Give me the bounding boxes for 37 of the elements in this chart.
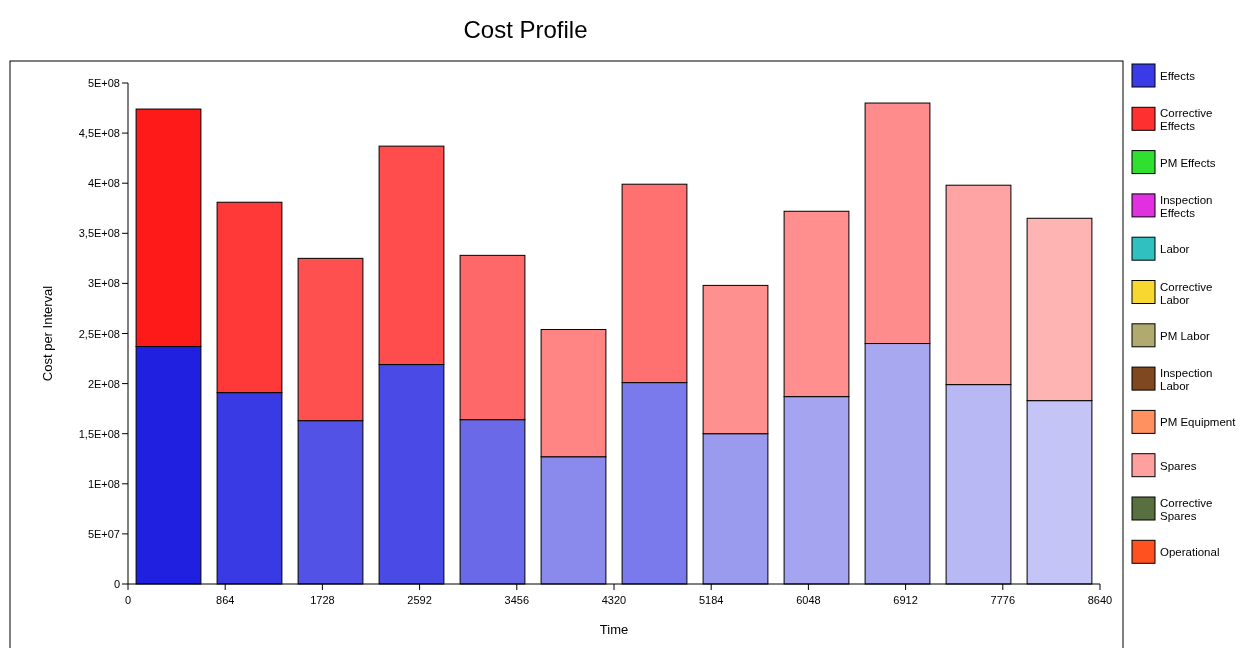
chart-title: Cost Profile [463,16,588,43]
y-tick-label: 1,5E+08 [78,427,120,440]
x-tick-label: 3456 [504,594,530,606]
x-tick-label: 5184 [698,594,724,606]
y-tick-label: 1E+08 [87,477,120,490]
x-tick-label: 7776 [990,594,1016,606]
legend-label: Inspection Labor [1160,367,1213,393]
y-tick-label: 3E+08 [87,277,120,290]
x-axis-title: Time [599,622,629,637]
x-tick-label: 8640 [1087,594,1113,606]
legend-label: Effects [1160,70,1196,82]
legend-label: PM Labor [1160,329,1211,342]
y-tick-label: 5E+08 [87,77,120,89]
x-tick-label: 1728 [310,594,335,606]
y-tick-label: 4E+08 [87,177,120,190]
legend-label: Corrective Spares [1160,497,1213,522]
x-tick-label: 4320 [601,594,627,606]
y-tick-label: 2E+08 [87,377,120,390]
x-tick-label: 2592 [407,594,432,606]
legend-label: PM Effects [1160,156,1216,169]
legend-label: Corrective Effects [1160,107,1213,133]
legend-label: Corrective Labor [1160,280,1213,306]
y-tick-label: 2,5E+08 [78,327,120,340]
y-axis-title: Cost per Interval [40,285,55,382]
y-tick-label: 5E+07 [87,527,120,540]
x-tick-label: 864 [216,594,235,606]
legend-label: Labor [1160,243,1190,256]
x-tick-label: 6912 [893,594,918,606]
legend-label: Inspection Effects [1160,193,1213,219]
legend-label: Spares [1160,459,1197,472]
x-tick-label: 0 [124,594,132,606]
x-tick-label: 6048 [796,594,821,606]
legend-label: Operational [1160,546,1220,559]
legend-label: PM Equipment [1160,416,1237,429]
y-tick-label: 3,5E+08 [78,227,120,240]
y-tick-label: 0 [113,578,120,590]
y-tick-label: 4,5E+08 [78,127,120,140]
